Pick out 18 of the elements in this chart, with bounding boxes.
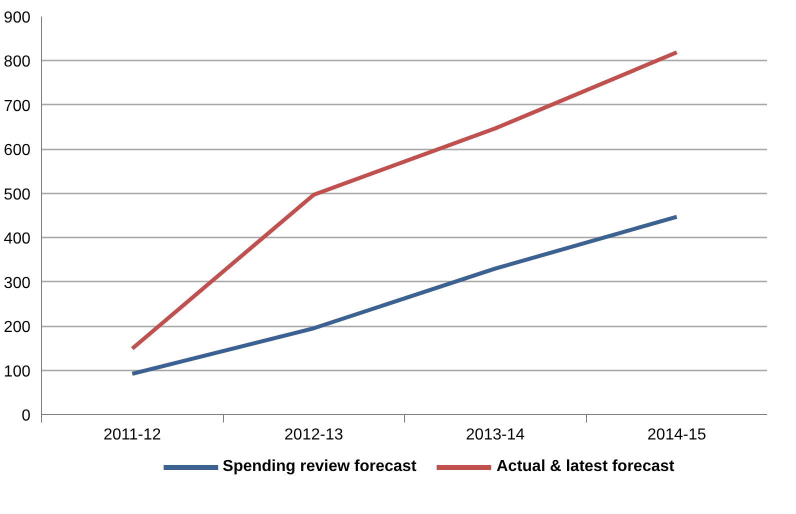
y-tick-label: 100 — [4, 363, 31, 380]
legend-label: Actual & latest forecast — [496, 458, 674, 476]
y-tick-label: 900 — [4, 10, 31, 26]
x-tick-label: 2013-14 — [466, 426, 525, 444]
y-tick-label: 0 — [22, 408, 31, 424]
y-tick-label: 400 — [4, 230, 31, 248]
y-tick-label: 800 — [4, 54, 31, 71]
y-tick-label: 500 — [4, 186, 31, 204]
x-tick-label: 2012-13 — [284, 426, 344, 444]
line-series — [130, 214, 679, 376]
x-tick-label: 2011-12 — [103, 426, 162, 444]
y-tick-label: 200 — [4, 319, 31, 336]
y-tick-label: 600 — [4, 142, 31, 160]
y-tick-label: 300 — [4, 274, 31, 292]
legend-label: Spending review forecast — [222, 458, 416, 476]
x-tick-label: 2014-15 — [647, 426, 706, 444]
line-series — [130, 50, 679, 351]
y-tick-label: 700 — [4, 98, 31, 115]
